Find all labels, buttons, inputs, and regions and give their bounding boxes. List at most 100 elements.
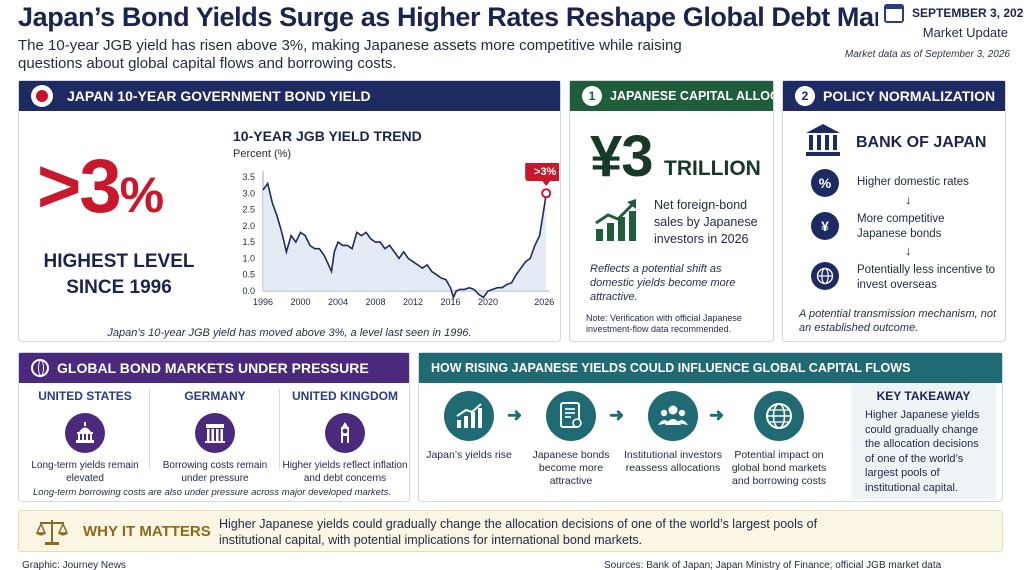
globe-icon — [811, 262, 839, 290]
policy-card-title: POLICY NORMALIZATION — [823, 88, 996, 104]
capital-allocation-card: 1 JAPANESE CAPITAL ALLOCATION ¥3 TRILLIO… — [569, 80, 774, 342]
flows-card-title: HOW RISING JAPANESE YIELDS COULD INFLUEN… — [431, 361, 911, 375]
x-tick-label: 1996 — [253, 297, 273, 307]
number-badge: 1 — [582, 86, 602, 106]
alloc-big-value: ¥3 — [590, 124, 654, 189]
country-name: UNITED STATES — [38, 389, 132, 403]
growth-chart-icon — [444, 391, 494, 441]
sources-credit: Sources: Bank of Japan; Japan Ministry o… — [604, 560, 942, 570]
y-tick-label: 0.0 — [242, 286, 255, 296]
key-takeaway-box: KEY TAKEAWAY Higher Japanese yields coul… — [851, 383, 996, 499]
big-yield-value: >3% — [37, 144, 164, 229]
capital-flows-card: HOW RISING JAPANESE YIELDS COULD INFLUEN… — [418, 352, 1003, 502]
y-tick-label: 3.0 — [242, 188, 255, 198]
y-tick-label: 1.5 — [242, 237, 255, 247]
series-line — [262, 181, 547, 300]
column-divider — [279, 389, 280, 469]
callout-badge — [525, 163, 559, 181]
flow-step-text: Japan’s yields rise — [426, 449, 512, 461]
alloc-note: Reflects a potential shift as domestic y… — [590, 263, 736, 303]
country-germany: GERMANY Borrowing costs remain under pre… — [151, 385, 279, 485]
alloc-description: Net foreign-bond sales by Japanese inves… — [654, 198, 758, 246]
policy-card-header: 2 POLICY NORMALIZATION — [783, 81, 1005, 111]
people-icon — [648, 391, 698, 441]
global-footnote: Long-term borrowing costs are also under… — [33, 487, 391, 498]
bank-icon — [806, 124, 840, 156]
right-arrow-icon: ➜ — [609, 405, 625, 425]
flows-card-header: HOW RISING JAPANESE YIELDS COULD INFLUEN… — [419, 353, 1002, 383]
growth-chart-icon — [595, 199, 636, 241]
market-update-label: Market Update — [922, 25, 1008, 40]
policy-step-label: More competitive Japanese bonds — [857, 213, 945, 240]
document-icon — [546, 391, 596, 441]
chart-title: 10-YEAR JGB YIELD TREND — [233, 128, 422, 144]
country-text: Borrowing costs remain under pressure — [162, 460, 268, 484]
policy-step-label: Potentially less incentive to invest ove… — [857, 264, 996, 291]
globe-icon — [31, 359, 49, 377]
country-united-kingdom: UNITED KINGDOM Higher yields reflect inf… — [281, 385, 409, 485]
y-tick-label: 2.0 — [242, 221, 255, 231]
policy-footnote: A potential transmission mechanism, not … — [799, 308, 997, 334]
page-title: Japan’s Bond Yields Surge as Higher Rate… — [18, 2, 878, 32]
country-name: GERMANY — [184, 389, 246, 403]
flow-step-bonds-attractive: Japanese bonds become more attractive — [521, 391, 621, 488]
x-tick-label: 2000 — [290, 297, 310, 307]
number-badge: 2 — [795, 86, 815, 106]
x-tick-label: 2004 — [328, 297, 348, 307]
down-arrow-icon: ↓ — [905, 192, 912, 207]
jgb-card-header: JAPAN 10-YEAR GOVERNMENT BOND YIELD — [19, 81, 560, 111]
calendar-icon — [884, 4, 904, 23]
series-area — [263, 183, 547, 298]
globe-icon — [754, 391, 804, 441]
boj-title: BANK OF JAPAN — [856, 134, 987, 151]
policy-normalization-card: 2 POLICY NORMALIZATION BANK OF JAPAN % H… — [782, 80, 1006, 342]
highest-level-label: HIGHEST LEVEL SINCE 1996 — [43, 251, 195, 298]
column-divider — [149, 389, 150, 469]
y-tick-label: 3.5 — [242, 172, 255, 182]
brandenburg-gate-icon — [195, 413, 235, 453]
alloc-card-header: 1 JAPANESE CAPITAL ALLOCATION — [570, 81, 773, 111]
date-text: SEPTEMBER 3, 2026 — [912, 6, 1024, 20]
latest-point — [541, 188, 552, 199]
global-card-header: GLOBAL BOND MARKETS UNDER PRESSURE — [19, 353, 409, 383]
x-tick-label: 2012 — [403, 297, 423, 307]
flow-step-text: Institutional investors reassess allocat… — [623, 449, 723, 474]
date-block: SEPTEMBER 3, 2026 Market Update — [884, 2, 1024, 42]
japan-flag-icon — [31, 85, 53, 107]
jgb-footnote: Japan’s 10-year JGB yield has moved abov… — [107, 327, 472, 339]
yen-icon: ¥ — [811, 212, 839, 240]
country-text: Long-term yields remain elevated — [31, 460, 139, 484]
flow-step-yields-rise: Japan’s yields rise — [419, 391, 519, 462]
capitol-icon — [65, 413, 105, 453]
right-arrow-icon: ➜ — [709, 405, 725, 425]
country-name: UNITED KINGDOM — [292, 389, 398, 403]
x-tick-label: 2026 — [534, 297, 554, 307]
graphic-credit: Graphic: Journey News — [22, 560, 126, 570]
y-tick-label: 0.5 — [242, 270, 255, 280]
flow-step-investors-reassess: Institutional investors reassess allocat… — [623, 391, 723, 475]
country-text: Higher yields reflect inflation and debt… — [282, 460, 408, 484]
right-arrow-icon: ➜ — [507, 405, 523, 425]
flow-step-text: Japanese bonds become more attractive — [532, 449, 610, 487]
flow-step-text: Potential impact on global bond markets … — [731, 449, 827, 487]
down-arrow-icon: ↓ — [905, 243, 912, 258]
global-bond-markets-card: GLOBAL BOND MARKETS UNDER PRESSURE UNITE… — [18, 352, 410, 502]
global-card-title: GLOBAL BOND MARKETS UNDER PRESSURE — [57, 360, 369, 376]
y-tick-label: 2.5 — [242, 205, 255, 215]
callout-label: >3% — [534, 166, 557, 178]
why-title: WHY IT MATTERS — [83, 523, 211, 540]
x-tick-label: 2020 — [478, 297, 498, 307]
jgb-yield-card: JAPAN 10-YEAR GOVERNMENT BOND YIELD >3% … — [18, 80, 561, 342]
alloc-unit: TRILLION — [664, 157, 761, 180]
percent-icon: % — [811, 169, 839, 197]
callout-pointer — [542, 181, 551, 186]
alloc-verify-note: Note: Verification with official Japanes… — [586, 313, 742, 334]
y-tick-label: 1.0 — [242, 253, 255, 263]
jgb-card-title: JAPAN 10-YEAR GOVERNMENT BOND YIELD — [67, 88, 371, 104]
takeaway-text: Higher Japanese yields could gradually c… — [865, 409, 980, 494]
alloc-card-title: JAPANESE CAPITAL ALLOCATION — [610, 89, 773, 103]
takeaway-title: KEY TAKEAWAY — [876, 389, 971, 403]
as-of-text: Market data as of September 3, 2026 — [844, 49, 1010, 60]
chart-y-label: Percent (%) — [233, 148, 292, 160]
